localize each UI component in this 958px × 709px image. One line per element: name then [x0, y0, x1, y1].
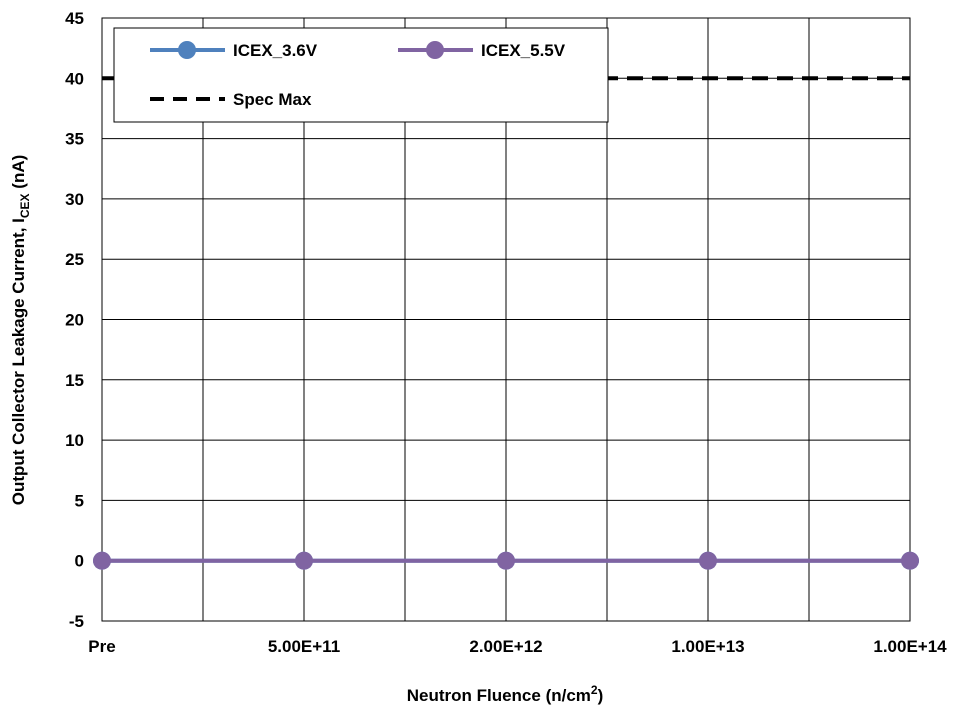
- legend-label: Spec Max: [233, 90, 312, 109]
- legend-label: ICEX_5.5V: [481, 41, 566, 60]
- y-axis-title: Output Collector Leakage Current, ICEX (…: [9, 155, 32, 506]
- x-tick-label: 5.00E+11: [268, 637, 340, 656]
- legend-swatch-marker: [426, 41, 444, 59]
- legend-swatch-marker: [178, 41, 196, 59]
- y-tick-label: 30: [65, 190, 84, 209]
- y-tick-label: 35: [65, 130, 84, 149]
- y-tick-label: 25: [65, 250, 84, 269]
- y-tick-label: 0: [75, 552, 84, 571]
- y-tick-label: 10: [65, 431, 84, 450]
- legend: ICEX_3.6V ICEX_5.5V Spec Max: [113, 27, 609, 123]
- x-tick-label: Pre: [88, 637, 115, 656]
- y-tick-label: 40: [65, 69, 84, 88]
- legend-label: ICEX_3.6V: [233, 41, 318, 60]
- y-tick-label: -5: [69, 612, 84, 631]
- data-point: [295, 551, 313, 570]
- data-point: [93, 551, 111, 570]
- x-axis-title: Neutron Fluence (n/cm2): [407, 683, 604, 705]
- y-axis-ticks: -5 0 5 10 15 20 25 30 35 40 45: [65, 9, 84, 631]
- y-tick-label: 15: [65, 371, 84, 390]
- data-point: [901, 551, 919, 570]
- y-tick-label: 5: [75, 491, 84, 510]
- data-point: [497, 551, 515, 570]
- series-group: [93, 551, 919, 570]
- data-point: [699, 551, 717, 570]
- legend-box: [113, 27, 609, 123]
- x-tick-label: 1.00E+13: [671, 637, 744, 656]
- y-tick-label: 45: [65, 9, 84, 28]
- x-axis-ticks: Pre 5.00E+11 2.00E+12 1.00E+13 1.00E+14: [88, 637, 947, 656]
- x-tick-label: 2.00E+12: [469, 637, 542, 656]
- x-tick-label: 1.00E+14: [873, 637, 947, 656]
- y-tick-label: 20: [65, 311, 84, 330]
